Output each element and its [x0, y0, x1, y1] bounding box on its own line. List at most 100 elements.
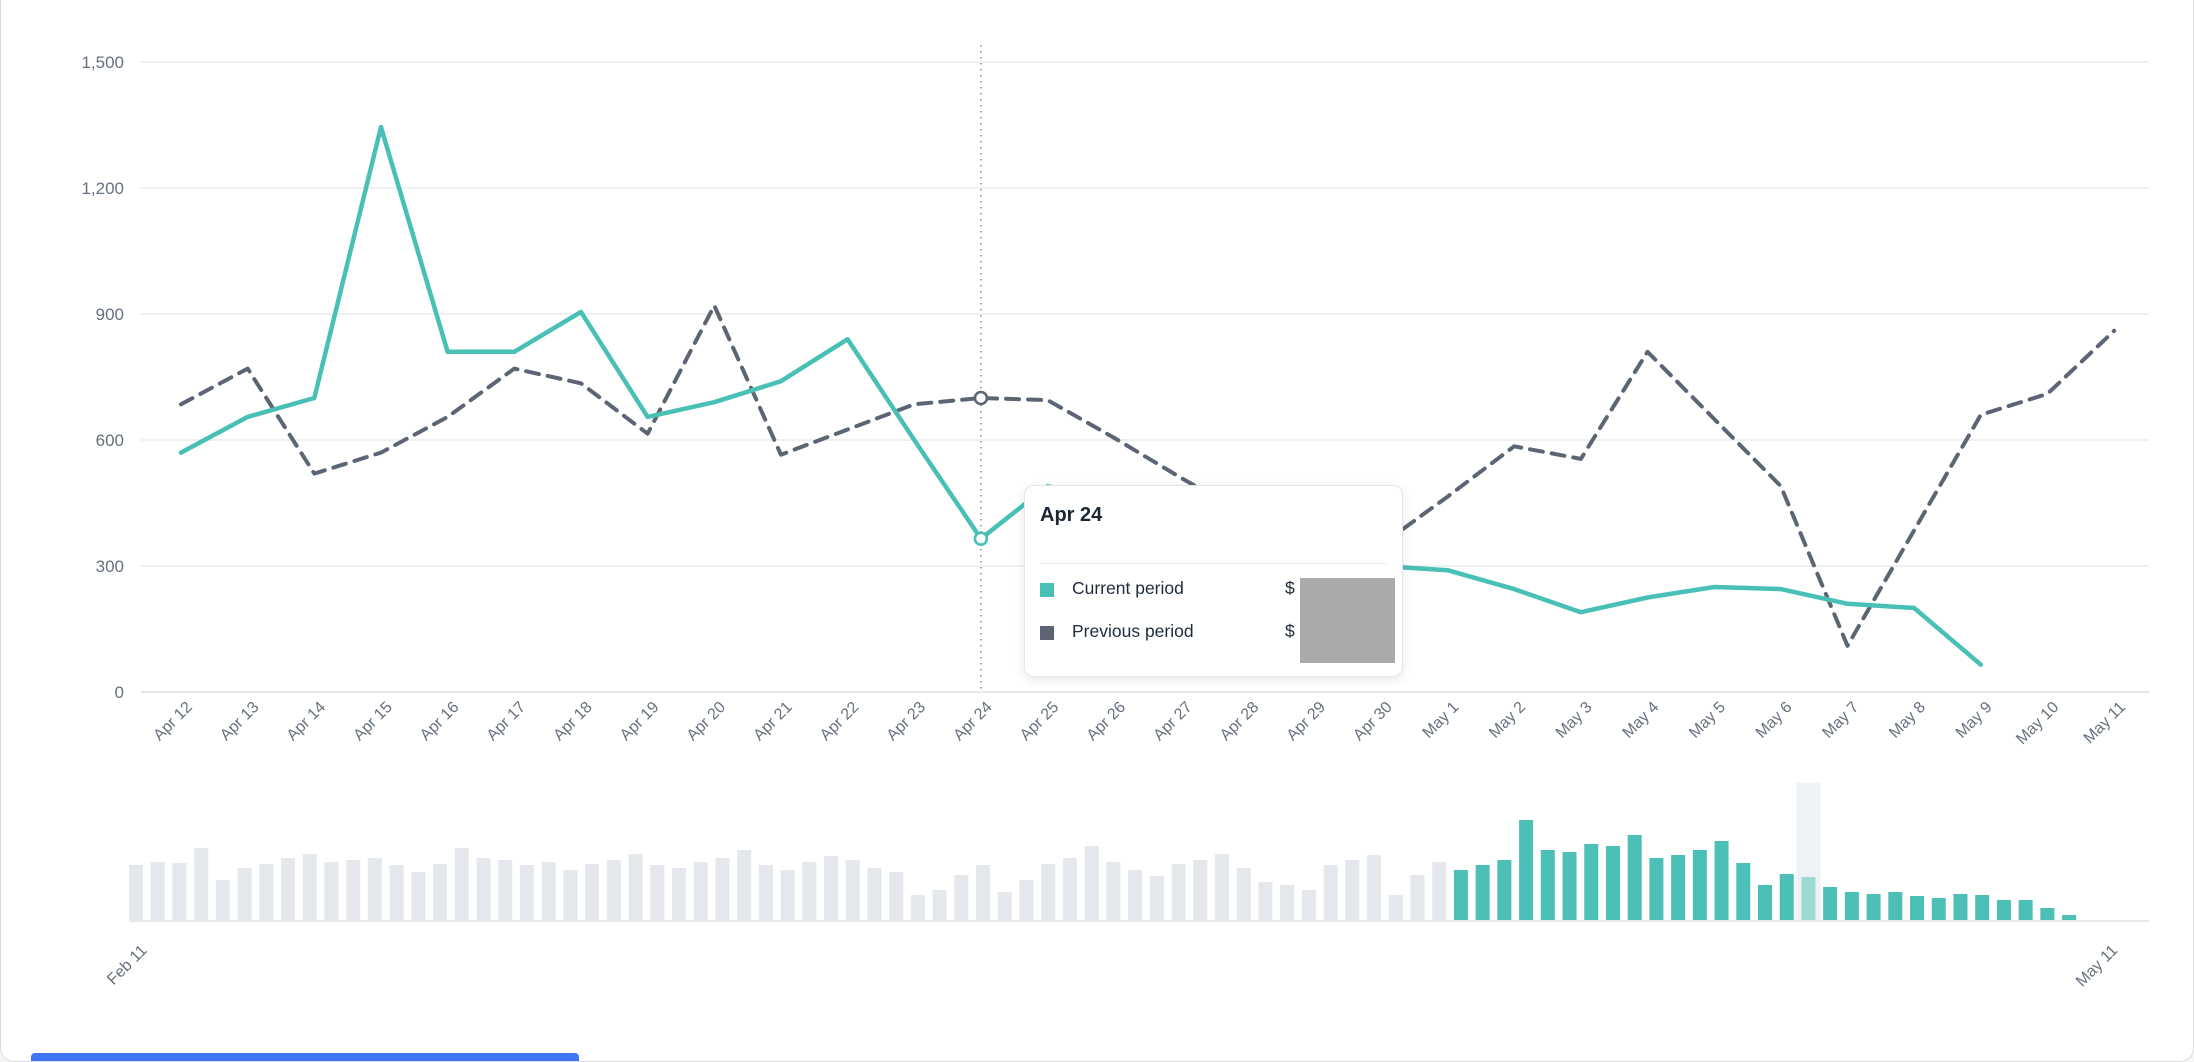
- navigator-bar[interactable]: [1910, 896, 1925, 920]
- navigator-bar[interactable]: [1410, 875, 1425, 920]
- navigator-bar[interactable]: [237, 868, 252, 920]
- navigator-bar[interactable]: [433, 864, 448, 920]
- previous-period-marker-icon: [973, 390, 989, 406]
- navigator-bar[interactable]: [1823, 887, 1838, 920]
- navigator-bar[interactable]: [606, 860, 621, 920]
- navigator-bar[interactable]: [172, 863, 187, 920]
- navigator-bar[interactable]: [1475, 865, 1490, 920]
- navigator-bar[interactable]: [758, 865, 773, 920]
- navigator-bar[interactable]: [1888, 892, 1903, 920]
- navigator-bar[interactable]: [1019, 880, 1034, 920]
- navigator-bar[interactable]: [129, 865, 143, 920]
- navigator-bar[interactable]: [1931, 898, 1946, 920]
- navigator-bar[interactable]: [1975, 895, 1990, 920]
- navigator-bar[interactable]: [1584, 844, 1599, 920]
- current-period-marker-icon: [973, 531, 989, 547]
- date-range-navigator[interactable]: [129, 783, 2149, 922]
- navigator-bar[interactable]: [1106, 862, 1121, 920]
- navigator-bar[interactable]: [650, 865, 665, 920]
- x-tick-label: Apr 16: [417, 699, 462, 744]
- navigator-bar[interactable]: [367, 858, 382, 920]
- navigator-bar[interactable]: [1844, 892, 1859, 920]
- navigator-bar[interactable]: [976, 865, 991, 920]
- navigator-bar[interactable]: [802, 862, 817, 920]
- navigator-bar[interactable]: [780, 870, 795, 920]
- navigator-bar[interactable]: [1953, 894, 1968, 920]
- navigator-bar[interactable]: [259, 864, 274, 920]
- navigator-bar[interactable]: [910, 895, 925, 920]
- navigator-bar[interactable]: [1388, 895, 1403, 920]
- navigator-bar[interactable]: [628, 854, 643, 920]
- navigator-bar[interactable]: [1866, 894, 1881, 920]
- navigator-bar[interactable]: [411, 872, 426, 920]
- navigator-bar[interactable]: [1714, 841, 1729, 920]
- navigator-bar[interactable]: [281, 858, 296, 920]
- navigator-bar[interactable]: [302, 854, 317, 920]
- navigator-bar[interactable]: [1062, 858, 1077, 920]
- navigator-bar[interactable]: [1280, 885, 1295, 920]
- navigator-bar[interactable]: [1236, 868, 1251, 920]
- navigator-bar[interactable]: [1323, 865, 1338, 920]
- x-axis-labels: Apr 12 Apr 13 Apr 14 Apr 15 Apr 16 Apr 17 Apr …: [150, 699, 2129, 748]
- navigator-bar[interactable]: [1215, 854, 1229, 920]
- navigator-bar[interactable]: [889, 872, 904, 920]
- x-tick-label: May 7: [1819, 699, 1862, 742]
- navigator-bar[interactable]: [1258, 882, 1273, 920]
- navigator-bar[interactable]: [563, 870, 578, 920]
- navigator-bar[interactable]: [150, 862, 165, 920]
- navigator-bar[interactable]: [932, 890, 947, 920]
- navigator-bar[interactable]: [1996, 900, 2011, 920]
- navigator-bar[interactable]: [2018, 900, 2033, 920]
- navigator-bar[interactable]: [737, 850, 752, 920]
- navigator-bar[interactable]: [1128, 870, 1143, 920]
- navigator-bar[interactable]: [1171, 864, 1186, 920]
- navigator-bar[interactable]: [954, 875, 969, 920]
- navigator-bar[interactable]: [867, 868, 882, 920]
- navigator-bar[interactable]: [1562, 852, 1577, 920]
- navigator-bar[interactable]: [2062, 915, 2077, 920]
- navigator-bar[interactable]: [1367, 855, 1382, 920]
- navigator-bar[interactable]: [693, 862, 708, 920]
- navigator-bar[interactable]: [585, 864, 600, 920]
- x-tick-label: Apr 23: [884, 699, 929, 744]
- navigator-bar[interactable]: [1345, 860, 1360, 920]
- navigator-bar[interactable]: [845, 860, 860, 920]
- navigator-bar[interactable]: [324, 862, 339, 920]
- navigator-bar[interactable]: [476, 858, 491, 920]
- navigator-bar[interactable]: [1692, 850, 1707, 920]
- navigator-bar[interactable]: [1519, 820, 1534, 920]
- navigator-bar[interactable]: [454, 848, 469, 920]
- navigator-bar[interactable]: [1605, 846, 1620, 920]
- navigator-bar[interactable]: [194, 848, 209, 920]
- navigator-bar[interactable]: [1453, 870, 1468, 920]
- navigator-bar[interactable]: [519, 865, 534, 920]
- navigator-bar[interactable]: [498, 860, 513, 920]
- navigator-bar[interactable]: [1193, 860, 1208, 920]
- navigator-bar[interactable]: [672, 868, 686, 920]
- navigator-bar[interactable]: [1497, 860, 1512, 920]
- navigator-bar[interactable]: [541, 862, 556, 920]
- navigator-bar[interactable]: [1084, 846, 1099, 920]
- navigator-bar[interactable]: [1649, 858, 1664, 920]
- horizontal-scrollbar-thumb[interactable]: [31, 1053, 579, 1061]
- navigator-bar[interactable]: [2040, 908, 2055, 920]
- tooltip-row-previous: Previous period $: [1040, 621, 1387, 645]
- navigator-bar[interactable]: [824, 856, 839, 920]
- navigator-bar[interactable]: [1432, 862, 1447, 920]
- navigator-bar[interactable]: [997, 892, 1012, 920]
- navigator-bar[interactable]: [1758, 885, 1772, 920]
- navigator-bar[interactable]: [389, 865, 404, 920]
- navigator-bar[interactable]: [1801, 877, 1816, 920]
- navigator-bar[interactable]: [1149, 876, 1164, 920]
- navigator-bar[interactable]: [1779, 874, 1794, 920]
- navigator-bar[interactable]: [1301, 890, 1316, 920]
- navigator-bar[interactable]: [1627, 835, 1642, 920]
- navigator-bar[interactable]: [1736, 863, 1751, 920]
- navigator-bar[interactable]: [1540, 850, 1555, 920]
- navigator-bar[interactable]: [715, 858, 730, 920]
- navigator-bar[interactable]: [1041, 864, 1056, 920]
- navigator-bar[interactable]: [1671, 855, 1686, 920]
- navigator-bar[interactable]: [215, 880, 230, 920]
- navigator-bar[interactable]: [346, 860, 361, 920]
